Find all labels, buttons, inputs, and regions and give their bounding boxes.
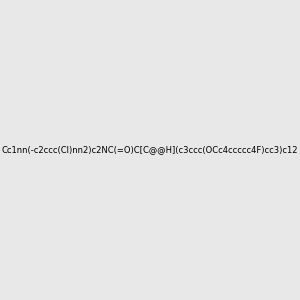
- Text: Cc1nn(-c2ccc(Cl)nn2)c2NC(=O)C[C@@H](c3ccc(OCc4ccccc4F)cc3)c12: Cc1nn(-c2ccc(Cl)nn2)c2NC(=O)C[C@@H](c3cc…: [2, 146, 298, 154]
